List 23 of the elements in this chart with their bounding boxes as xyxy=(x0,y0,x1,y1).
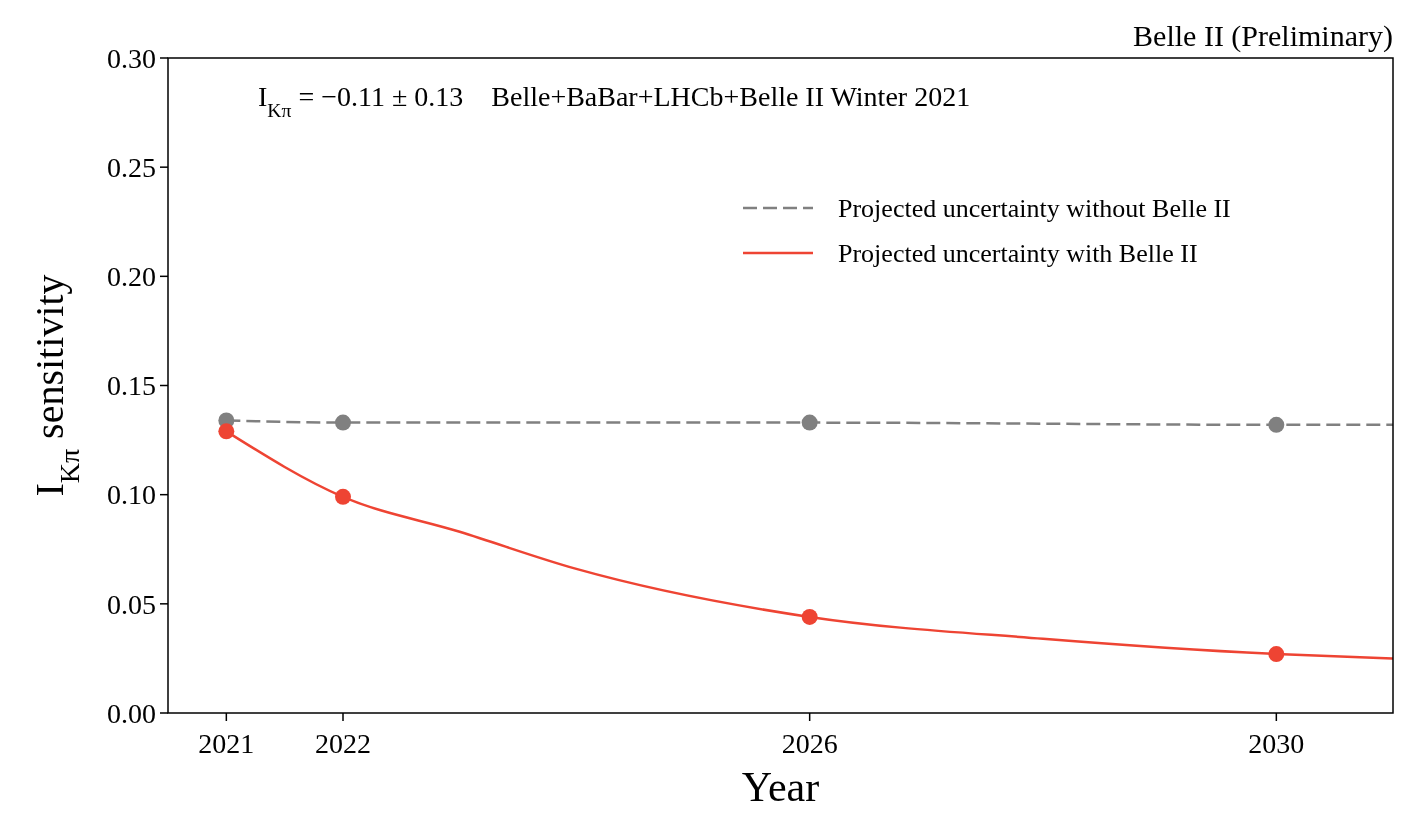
point xyxy=(1268,646,1285,663)
y-tick-label: 0.10 xyxy=(107,479,156,511)
x-tick-label: 2022 xyxy=(315,728,371,759)
y-tick-label: 0.20 xyxy=(107,261,156,293)
point xyxy=(335,414,351,431)
point xyxy=(335,488,351,505)
text: Belle II (Preliminary) xyxy=(1133,19,1393,53)
x-tick-label: 2021 xyxy=(198,728,255,759)
y-tick-label: 0.05 xyxy=(107,588,156,620)
x-tick-label: 2030 xyxy=(1248,728,1305,759)
point xyxy=(801,414,818,431)
point xyxy=(218,423,235,440)
y-tick-label: 0.15 xyxy=(107,370,156,402)
x-tick-label: 2026 xyxy=(781,728,838,759)
y-tick-label: 0.30 xyxy=(107,42,156,74)
annotation: I$_{Kπ}$ = −0.11 ± 0.13 Belle+BaBar+LHCb+Belle II Winter 2021 xyxy=(258,81,971,121)
legend-label: Projected uncertainty without Belle II xyxy=(838,194,1231,224)
point xyxy=(801,608,818,625)
y-tick-label: 0.00 xyxy=(107,697,156,729)
legend-label: Projected uncertainty with Belle II xyxy=(838,239,1198,269)
y-tick-label: 0.25 xyxy=(107,151,156,183)
point xyxy=(1268,416,1285,433)
x-axis-title: Year xyxy=(741,764,820,810)
